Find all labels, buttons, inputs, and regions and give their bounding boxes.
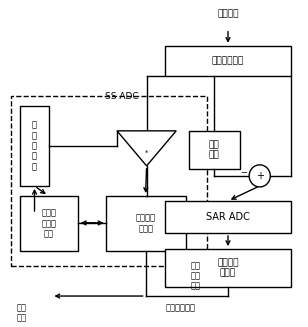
Polygon shape xyxy=(117,131,176,166)
Bar xyxy=(107,196,186,251)
Bar xyxy=(20,106,49,186)
Bar xyxy=(164,201,291,233)
Bar xyxy=(189,131,240,169)
Text: SAR ADC: SAR ADC xyxy=(206,212,250,222)
Text: 控制电
路和计
数器: 控制电 路和计 数器 xyxy=(41,209,56,238)
Text: −: − xyxy=(240,168,247,177)
Text: 像素输出: 像素输出 xyxy=(217,10,239,19)
Text: 采样保持电路: 采样保持电路 xyxy=(212,56,244,65)
Bar xyxy=(164,46,291,76)
Bar xyxy=(164,249,291,287)
Text: 低位量化结果: 低位量化结果 xyxy=(165,303,196,312)
Text: +: + xyxy=(256,171,264,181)
Bar xyxy=(20,196,78,251)
Text: 高位
量化
结果: 高位 量化 结果 xyxy=(191,261,201,291)
Text: 斜
坡
及
生
器: 斜 坡 及 生 器 xyxy=(32,121,37,171)
Bar xyxy=(11,96,207,266)
Text: *: * xyxy=(145,150,148,156)
Text: 数字
输出: 数字 输出 xyxy=(17,303,26,322)
Text: 累加和平
均电路: 累加和平 均电路 xyxy=(217,258,239,278)
Text: 电压
存储: 电压 存储 xyxy=(209,140,220,160)
Text: 逻辑和存
储电路: 逻辑和存 储电路 xyxy=(136,214,156,233)
Text: SS ADC: SS ADC xyxy=(105,92,139,101)
Circle shape xyxy=(249,165,270,187)
